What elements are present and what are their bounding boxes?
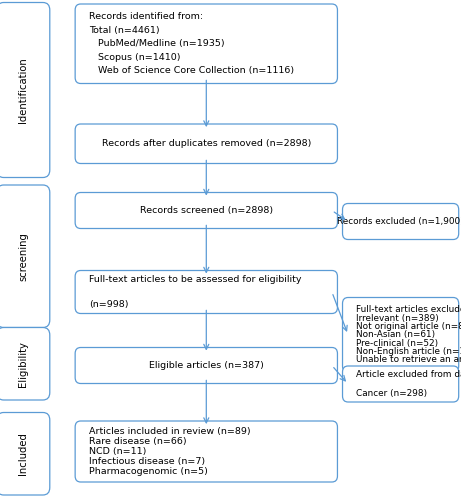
FancyBboxPatch shape	[75, 421, 337, 482]
Text: Records excluded (n=1,900): Records excluded (n=1,900)	[337, 217, 461, 226]
FancyBboxPatch shape	[75, 192, 337, 228]
Text: Total (n=4461): Total (n=4461)	[89, 26, 160, 35]
Text: Records identified from:: Records identified from:	[89, 12, 203, 21]
Text: Pre-clinical (n=52): Pre-clinical (n=52)	[356, 338, 438, 347]
Text: Infectious disease (n=7): Infectious disease (n=7)	[89, 457, 205, 466]
Text: (n=998): (n=998)	[89, 300, 129, 309]
FancyBboxPatch shape	[0, 185, 50, 328]
FancyBboxPatch shape	[75, 124, 337, 164]
Text: Included: Included	[18, 432, 28, 475]
FancyBboxPatch shape	[0, 412, 50, 495]
Text: Scopus (n=1410): Scopus (n=1410)	[89, 52, 180, 62]
Text: Records after duplicates removed (n=2898): Records after duplicates removed (n=2898…	[101, 139, 311, 148]
Text: Non-Asian (n=61): Non-Asian (n=61)	[356, 330, 436, 339]
FancyBboxPatch shape	[0, 328, 50, 400]
Text: Not original article (n=87): Not original article (n=87)	[356, 322, 461, 331]
FancyBboxPatch shape	[75, 348, 337, 384]
Text: Eligible articles (n=387): Eligible articles (n=387)	[149, 361, 264, 370]
Text: Pharmacogenomic (n=5): Pharmacogenomic (n=5)	[89, 466, 208, 475]
Text: Unable to retrieve an article (n=10): Unable to retrieve an article (n=10)	[356, 355, 461, 364]
FancyBboxPatch shape	[75, 4, 337, 84]
FancyBboxPatch shape	[343, 366, 459, 402]
FancyBboxPatch shape	[75, 270, 337, 314]
Text: NCD (n=11): NCD (n=11)	[89, 447, 146, 456]
Text: Articles included in review (n=89): Articles included in review (n=89)	[89, 428, 251, 436]
Text: PubMed/Medline (n=1935): PubMed/Medline (n=1935)	[89, 40, 225, 48]
Text: Eligibility: Eligibility	[18, 341, 28, 386]
Text: Cancer (n=298): Cancer (n=298)	[356, 389, 427, 398]
FancyBboxPatch shape	[0, 2, 50, 178]
FancyBboxPatch shape	[343, 204, 459, 240]
FancyBboxPatch shape	[343, 298, 459, 372]
Text: Full-text articles to be assessed for eligibility: Full-text articles to be assessed for el…	[89, 275, 301, 284]
Text: Irrelevant (n=389): Irrelevant (n=389)	[356, 314, 439, 322]
Text: Identification: Identification	[18, 57, 28, 123]
Text: Rare disease (n=66): Rare disease (n=66)	[89, 437, 187, 446]
Text: Non-English article (n=12): Non-English article (n=12)	[356, 347, 461, 356]
Text: Web of Science Core Collection (n=1116): Web of Science Core Collection (n=1116)	[89, 66, 294, 76]
Text: screening: screening	[18, 232, 28, 280]
Text: Records screened (n=2898): Records screened (n=2898)	[140, 206, 273, 215]
Text: Full-text articles excluded (n=611): Full-text articles excluded (n=611)	[356, 305, 461, 314]
Text: Article excluded from data analysis: Article excluded from data analysis	[356, 370, 461, 379]
